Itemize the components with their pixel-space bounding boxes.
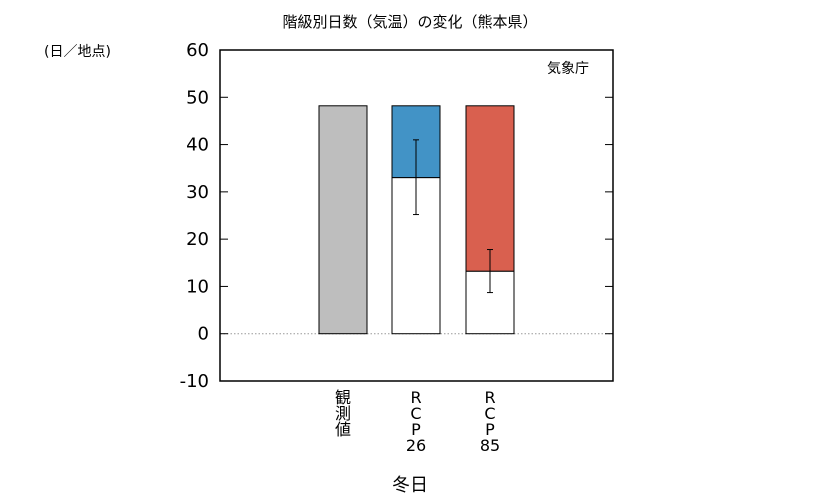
y-tick-label: 40 [186, 135, 209, 156]
y-tick-label: 20 [186, 229, 209, 250]
y-tick-label: 50 [186, 87, 209, 108]
y-tick-label: 60 [186, 40, 209, 61]
x-axis-label: 冬日 [392, 475, 428, 496]
y-tick-label: 30 [186, 182, 209, 203]
y-axis: -10 0 10 20 30 40 50 60 [180, 40, 613, 392]
y-tick-label: 0 [198, 324, 209, 345]
x-category-label: 観 [335, 388, 351, 407]
x-category-label: C [484, 404, 495, 423]
x-category-label: 測 [335, 404, 351, 423]
y-tick-label: 10 [186, 276, 209, 297]
x-category-label: P [485, 420, 495, 439]
plot-frame [219, 49, 614, 382]
bar-change-segment [465, 105, 515, 272]
x-category-label: 値 [335, 420, 351, 439]
x-category-label: 26 [406, 436, 426, 455]
y-axis-unit-label: (日／地点) [44, 44, 111, 60]
x-category-label: C [410, 404, 421, 423]
bar-group [318, 105, 515, 335]
x-category-label: P [411, 420, 421, 439]
x-category-label: R [410, 388, 421, 407]
bar-observed [318, 105, 368, 335]
chart-title: 階級別日数（気温）の変化（熊本県） [282, 13, 537, 31]
source-label: 気象庁 [547, 61, 589, 77]
x-category-label: 85 [480, 436, 500, 455]
x-category-label: R [484, 388, 495, 407]
y-tick-label: -10 [180, 371, 209, 392]
